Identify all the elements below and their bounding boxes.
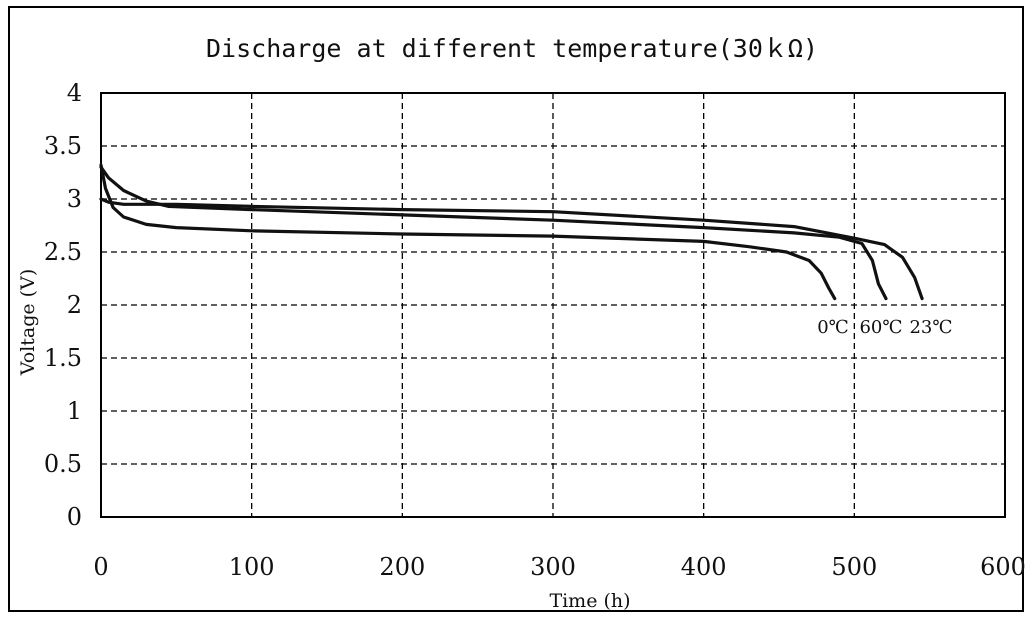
x-tick-label: 100 bbox=[229, 553, 275, 581]
x-tick-label: 600 bbox=[980, 553, 1026, 581]
y-tick-label: 2.5 bbox=[44, 238, 82, 266]
series-label: 60℃ bbox=[859, 317, 902, 338]
series-annotations: 0℃ 60℃ 23℃ bbox=[817, 317, 952, 338]
series-0c-line bbox=[99, 163, 837, 301]
series-60c-line bbox=[99, 165, 888, 301]
x-tick-label: 200 bbox=[379, 553, 425, 581]
series-23c-line bbox=[99, 197, 924, 301]
x-tick-label: 300 bbox=[530, 553, 576, 581]
x-tick-label: 400 bbox=[681, 553, 727, 581]
series-lines bbox=[99, 163, 924, 301]
series-label: 23℃ bbox=[909, 317, 952, 338]
y-tick-label: 1 bbox=[67, 397, 82, 425]
y-tick-label: 3 bbox=[67, 185, 82, 213]
y-axis-label: Voltage (V) bbox=[17, 269, 39, 376]
y-tick-label: 0.5 bbox=[44, 450, 82, 478]
x-tick-labels: 0 100 200 300 400 500 600 bbox=[93, 553, 1026, 581]
x-tick-label: 500 bbox=[831, 553, 877, 581]
y-tick-label: 3.5 bbox=[44, 132, 82, 160]
plot-area-border bbox=[100, 92, 1006, 518]
y-tick-label: 2 bbox=[67, 291, 82, 319]
series-label: 0℃ bbox=[817, 317, 849, 338]
grid-lines bbox=[101, 93, 1005, 517]
x-tick-label: 0 bbox=[93, 553, 108, 581]
y-tick-labels: 0 0.5 1 1.5 2 2.5 3 3.5 4 bbox=[44, 79, 82, 531]
chart-title: Discharge at different temperature(30ｋΩ) bbox=[206, 34, 818, 63]
x-axis-label: Time (h) bbox=[549, 590, 630, 612]
y-tick-label: 1.5 bbox=[44, 344, 82, 372]
y-tick-label: 0 bbox=[67, 503, 82, 531]
y-tick-label: 4 bbox=[67, 79, 82, 107]
